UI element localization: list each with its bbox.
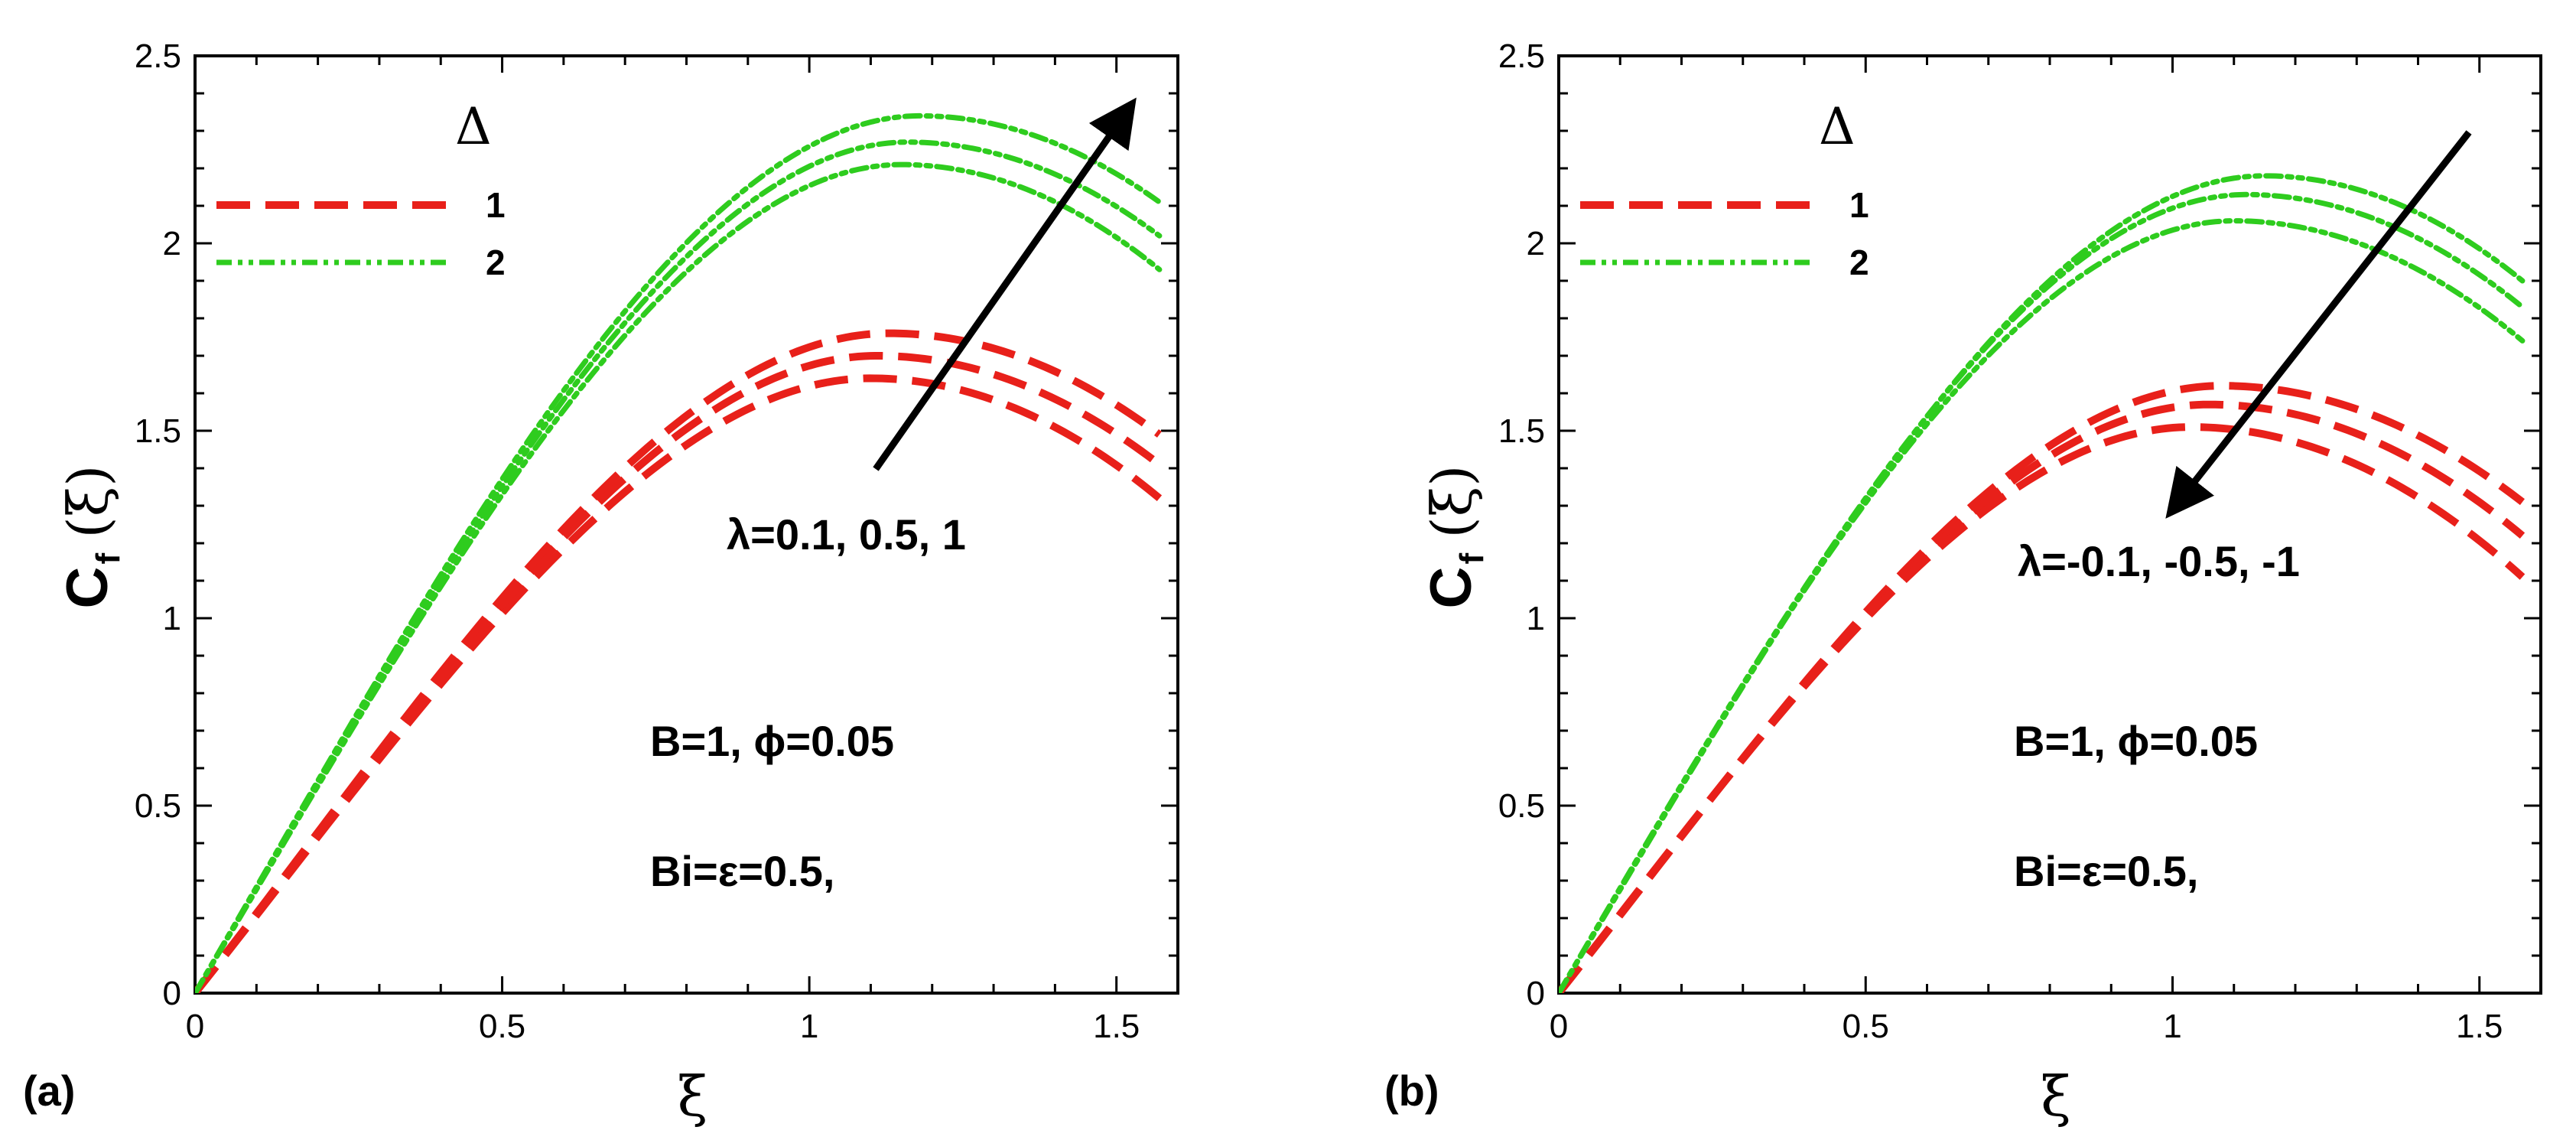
arrow	[2165, 130, 2472, 519]
param-annotation-2: Bi=ε=0.5,	[650, 847, 834, 895]
legend-entry-label: 1	[1849, 185, 1869, 225]
lambda-annotation: λ=0.1, 0.5, 1	[727, 510, 966, 559]
legend-title: Δ	[1819, 97, 1856, 156]
x-tick-label: 0	[1550, 1008, 1568, 1045]
param-annotation-2: Bi=ε=0.5,	[2014, 847, 2198, 895]
legend-entry-label: 1	[486, 185, 506, 225]
y-tick-label: 0	[1527, 975, 1545, 1012]
param-annotation-1: B=1, ϕ=0.05	[650, 717, 894, 765]
y-axis-label: Cf (ξ)	[55, 465, 127, 609]
x-tick-label: 1.5	[1093, 1008, 1140, 1045]
y-axis-label-sub: f	[1453, 553, 1491, 565]
x-axis-label: ξ	[678, 1064, 708, 1129]
y-axis-label-sub: f	[89, 553, 127, 565]
panel-label: (b)	[1384, 1067, 1439, 1115]
x-tick-label: 0.5	[479, 1008, 525, 1045]
y-axis-label-arg: (ξ)	[1420, 465, 1484, 539]
y-axis-label-main: C	[1419, 567, 1484, 609]
y-tick-label: 1	[1527, 600, 1545, 637]
panel-a: 0 0.5 1 1.5 0 0.5 1 1.5 2 2.5 ξ Cf (ξ) (a) Δ 1 2 λ=0.1, 0…	[23, 37, 1179, 1129]
lambda-annotation: λ=-0.1, -0.5, -1	[2018, 537, 2300, 585]
curves	[1559, 173, 2526, 993]
legend-entry-label: 2	[486, 243, 506, 282]
x-tick-label: 0.5	[1843, 1008, 1889, 1045]
x-axis-label: ξ	[2041, 1064, 2071, 1129]
legend-entry-label: 2	[1849, 243, 1869, 282]
legend-title: Δ	[455, 97, 492, 156]
y-tick-label: 1.5	[135, 412, 181, 450]
series-line-delta-2	[1559, 218, 2526, 993]
series-line-delta-1	[195, 351, 1162, 993]
series-line-delta-1	[195, 329, 1162, 993]
y-axis-label-main: C	[55, 567, 120, 609]
y-tick-label: 0	[163, 975, 181, 1012]
y-tick-label: 1	[163, 600, 181, 637]
y-tick-label: 1.5	[1498, 412, 1545, 450]
y-axis-label: Cf (ξ)	[1419, 465, 1491, 609]
panel-b: 0 0.5 1 1.5 0 0.5 1 1.5 2 2.5 ξ Cf (ξ) (b) Δ 1 2 λ=-0.1, …	[1384, 37, 2542, 1129]
x-tick-label: 1	[800, 1008, 818, 1045]
param-annotation-1: B=1, ϕ=0.05	[2014, 717, 2258, 765]
legend: Δ 1 2	[216, 97, 506, 282]
series-line-delta-1	[195, 374, 1163, 993]
legend: Δ 1 2	[1580, 97, 1869, 282]
y-tick-label: 2	[1527, 225, 1545, 262]
y-tick-label: 0.5	[1498, 787, 1545, 825]
series-line-delta-1	[1559, 400, 2526, 993]
y-tick-label: 2.5	[1498, 37, 1545, 75]
y-tick-label: 2.5	[135, 37, 181, 75]
series-line-delta-2	[195, 139, 1163, 993]
series-line-delta-2	[195, 112, 1163, 993]
x-tick-label: 0	[186, 1008, 204, 1045]
y-tick-label: 2	[163, 225, 181, 262]
x-tick-label: 1	[2163, 1008, 2181, 1045]
x-tick-label: 1.5	[2456, 1008, 2503, 1045]
y-tick-label: 0.5	[135, 787, 181, 825]
arrow	[873, 97, 1137, 471]
curves	[195, 112, 1163, 993]
panel-label: (a)	[23, 1067, 75, 1115]
series-line-delta-1	[1559, 423, 2526, 993]
y-axis-label-arg: (ξ)	[56, 465, 120, 539]
